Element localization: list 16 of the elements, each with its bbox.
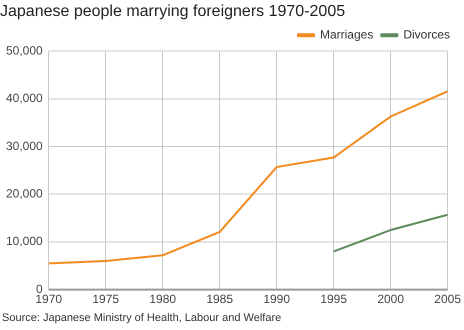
x-tick-label: 1980 <box>149 292 176 306</box>
x-tick-label: 1990 <box>263 292 290 306</box>
y-tick-label: 50,000 <box>6 44 44 58</box>
y-tick-label: 10,000 <box>6 234 44 248</box>
chart-title: Japanese people marrying foreigners 1970-2005 <box>0 3 346 20</box>
x-tick-label: 1995 <box>320 292 348 306</box>
y-tick-label: 20,000 <box>6 186 44 201</box>
legend-label: Divorces <box>403 28 450 42</box>
y-tick-label: 30,000 <box>6 138 44 153</box>
x-tick-label: 1985 <box>206 292 234 306</box>
x-tick-label: 2000 <box>377 292 404 306</box>
y-tick-label: 40,000 <box>6 91 44 106</box>
source-note: Source: Japanese Ministry of Health, Labour and Welfare <box>2 312 282 324</box>
legend-label: Marriages <box>320 28 374 42</box>
x-tick-label: 1975 <box>92 292 120 306</box>
x-tick-label: 2005 <box>434 292 462 306</box>
